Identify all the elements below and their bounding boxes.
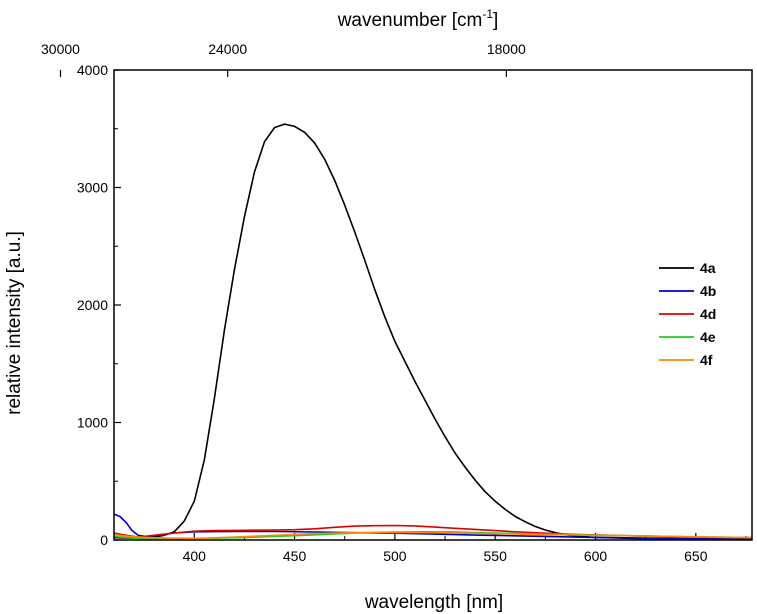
legend-label-4b: 4b: [700, 283, 716, 299]
y-tick-label-0: 0: [100, 532, 108, 548]
legend: 4a 4b 4d 4e 4f: [659, 260, 716, 368]
y-tick-label-2000: 2000: [77, 297, 108, 313]
x-tick-label-550: 550: [484, 548, 508, 564]
series-line-4a: [113, 123, 753, 541]
series-line-4f: [113, 531, 753, 539]
top-tick-label-18000: 18000: [487, 41, 526, 57]
top-axis-title-main: wavenumber [cm: [337, 10, 483, 31]
series-line-4b: [113, 513, 753, 540]
legend-label-4f: 4f: [700, 352, 713, 368]
y-tick-label-3000: 3000: [77, 180, 108, 196]
x-tick-label-650: 650: [684, 548, 708, 564]
legend-label-4d: 4d: [700, 306, 716, 322]
plot-frame: [113, 69, 753, 541]
top-axis-title-superscript: -1: [482, 7, 493, 21]
tick-layer: 4004505005506006500100020003000400036000…: [41, 41, 747, 564]
top-axis-title-end: ]: [493, 10, 498, 31]
y-axis-title: relative intensity [a.u.]: [4, 231, 25, 415]
top-tick-label-24000: 24000: [208, 41, 247, 57]
x-axis-title: wavelength [nm]: [364, 592, 503, 613]
y-tick-label-1000: 1000: [77, 415, 108, 431]
legend-label-4a: 4a: [700, 260, 716, 276]
y-tick-label-4000: 4000: [77, 62, 108, 78]
top-axis-title: wavenumber [cm-1]: [337, 7, 499, 31]
x-tick-label-600: 600: [584, 548, 608, 564]
series-layer: [113, 123, 753, 541]
x-tick-label-450: 450: [283, 548, 307, 564]
x-tick-label-400: 400: [183, 548, 207, 564]
x-tick-label-500: 500: [383, 548, 407, 564]
top-tick-label-30000: 30000: [41, 41, 80, 57]
legend-label-4e: 4e: [700, 329, 716, 345]
